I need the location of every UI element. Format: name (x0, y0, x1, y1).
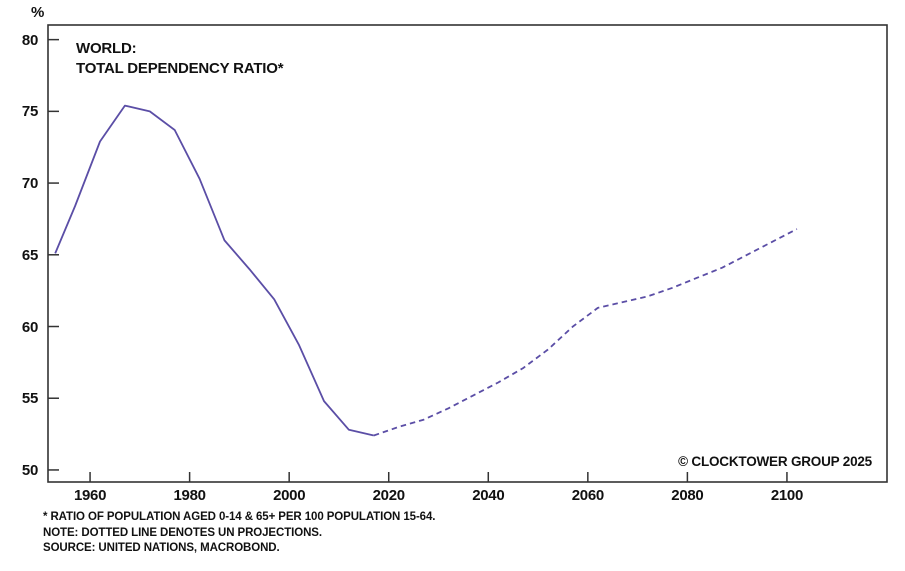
x-tick-label: 1980 (173, 487, 206, 504)
x-tick-label: 2100 (770, 487, 804, 504)
projection-dashed-line (373, 228, 798, 437)
y-axis-unit-label: % (31, 4, 45, 21)
y-tick-label: 55 (21, 390, 38, 408)
y-tick-label: 75 (21, 103, 38, 121)
chart-title-line-2: TOTAL DEPENDENCY RATIO* (76, 60, 284, 77)
plot-border (47, 24, 888, 483)
x-tick-label: 2020 (372, 487, 405, 504)
y-tick-label: 80 (21, 31, 38, 49)
watermark-copyright: © CLOCKTOWER GROUP 2025 (678, 454, 872, 469)
chart-title-line-1: WORLD: (76, 40, 137, 57)
historical-solid-line (54, 104, 375, 437)
y-tick-label: 60 (21, 318, 38, 336)
footnote-ratio-definition: * RATIO OF POPULATION AGED 0-14 & 65+ PE… (43, 511, 436, 523)
x-tick-label: 2040 (472, 487, 505, 504)
footnote-dotted-line-note: NOTE: DOTTED LINE DENOTES UN PROJECTIONS… (43, 526, 322, 539)
x-tick-label: 2000 (273, 487, 306, 504)
y-tick-label: 50 (21, 461, 38, 479)
y-tick-label: 65 (21, 246, 38, 264)
footnote-source: SOURCE: UNITED NATIONS, MACROBOND. (43, 542, 280, 554)
footnotes-block: * RATIO OF POPULATION AGED 0-14 & 65+ PE… (43, 510, 435, 557)
x-tick-label: 2080 (671, 487, 704, 504)
x-tick-label: 2060 (571, 487, 604, 504)
chart-title: WORLD: TOTAL DEPENDENCY RATIO* (76, 39, 284, 79)
y-tick-label: 70 (21, 175, 38, 193)
x-tick-label: 1960 (73, 487, 107, 504)
